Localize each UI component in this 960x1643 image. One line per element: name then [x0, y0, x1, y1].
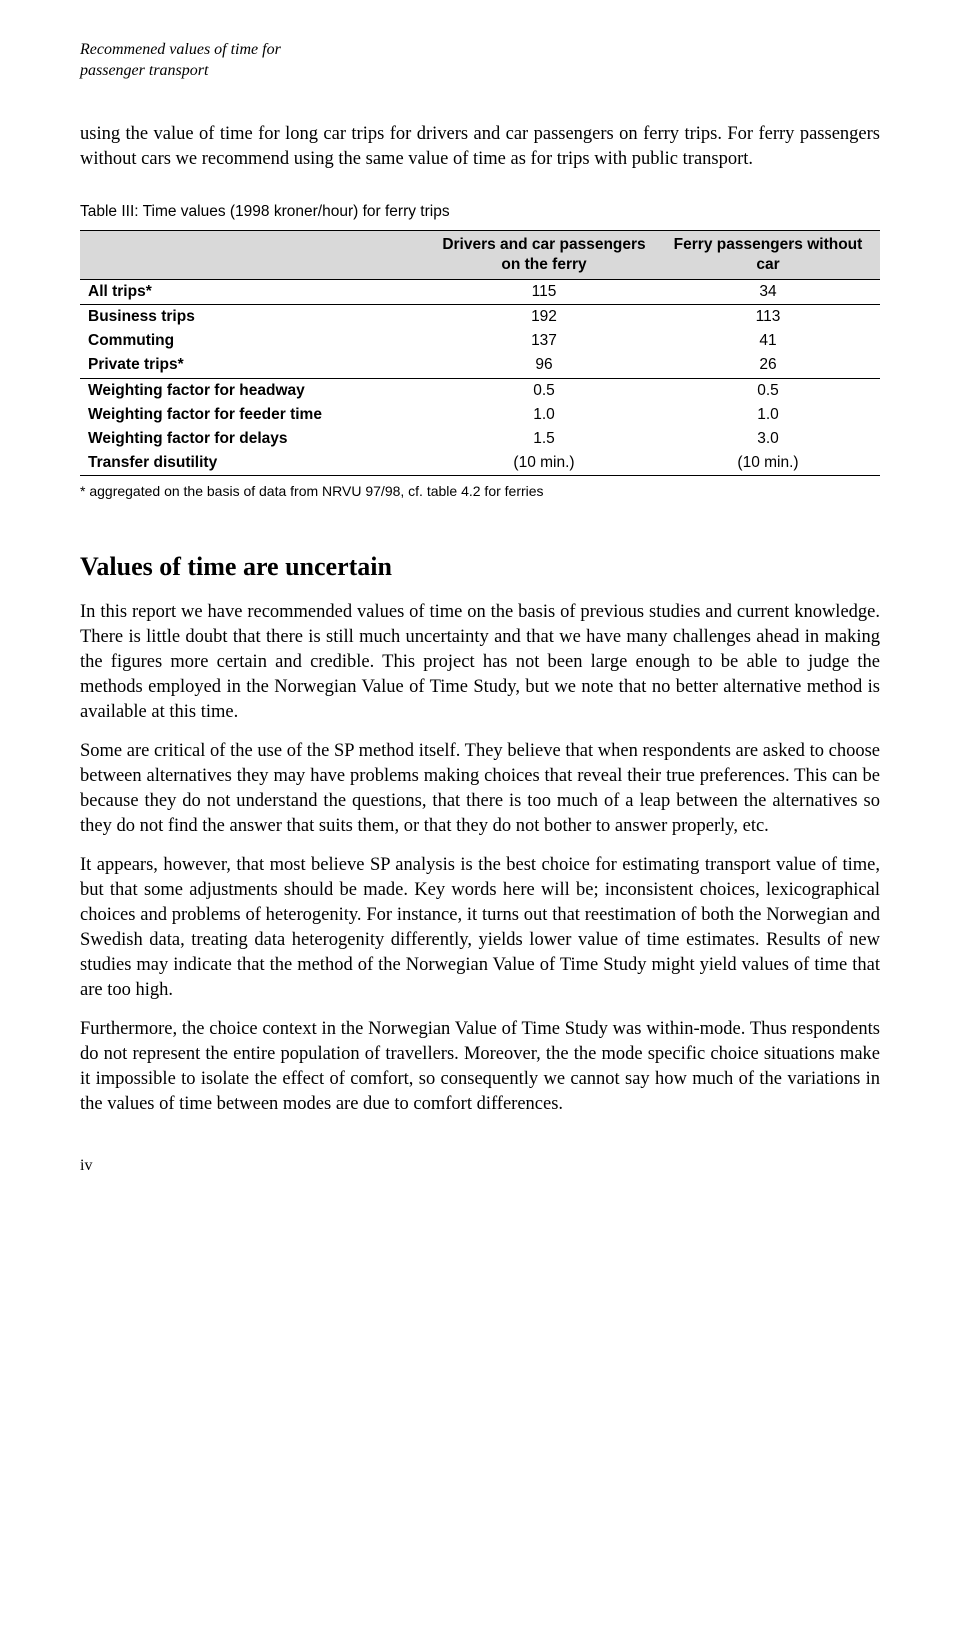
body-paragraph: Furthermore, the choice context in the N…: [80, 1017, 880, 1117]
body-paragraph: It appears, however, that most believe S…: [80, 853, 880, 1003]
table-row: Weighting factor for delays1.53.0: [80, 427, 880, 451]
table-row: Weighting factor for feeder time1.01.0: [80, 403, 880, 427]
table-row: Weighting factor for headway0.50.5: [80, 378, 880, 403]
cell-drivers: 115: [432, 279, 656, 304]
col-drivers: Drivers and car passengers on the ferry: [432, 230, 656, 279]
page-header: Recommened values of time for passenger …: [80, 40, 880, 82]
row-label: Transfer disutility: [80, 451, 432, 476]
row-label: Weighting factor for feeder time: [80, 403, 432, 427]
time-values-table: Drivers and car passengers on the ferry …: [80, 230, 880, 476]
table-row: Private trips*9626: [80, 353, 880, 378]
col-ferry: Ferry passengers without car: [656, 230, 880, 279]
cell-ferry: 26: [656, 353, 880, 378]
row-label: Weighting factor for delays: [80, 427, 432, 451]
body-paragraph: In this report we have recommended value…: [80, 600, 880, 725]
table-footnote: * aggregated on the basis of data from N…: [80, 482, 880, 500]
row-label: All trips*: [80, 279, 432, 304]
row-label: Private trips*: [80, 353, 432, 378]
cell-drivers: 96: [432, 353, 656, 378]
cell-ferry: (10 min.): [656, 451, 880, 476]
table-header-row: Drivers and car passengers on the ferry …: [80, 230, 880, 279]
table-row: All trips*11534: [80, 279, 880, 304]
row-label: Business trips: [80, 305, 432, 330]
cell-drivers: 137: [432, 329, 656, 353]
cell-ferry: 0.5: [656, 378, 880, 403]
cell-ferry: 3.0: [656, 427, 880, 451]
cell-ferry: 34: [656, 279, 880, 304]
cell-drivers: 1.5: [432, 427, 656, 451]
section-heading: Values of time are uncertain: [80, 550, 880, 584]
cell-drivers: (10 min.): [432, 451, 656, 476]
row-label: Commuting: [80, 329, 432, 353]
cell-drivers: 0.5: [432, 378, 656, 403]
table-caption: Table III: Time values (1998 kroner/hour…: [80, 202, 880, 222]
row-label: Weighting factor for headway: [80, 378, 432, 403]
intro-paragraph: using the value of time for long car tri…: [80, 122, 880, 172]
cell-drivers: 1.0: [432, 403, 656, 427]
page-number: iv: [80, 1156, 880, 1177]
table-row: Transfer disutility(10 min.)(10 min.): [80, 451, 880, 476]
table-row: Commuting13741: [80, 329, 880, 353]
header-line2: passenger transport: [80, 62, 208, 79]
cell-drivers: 192: [432, 305, 656, 330]
table-row: Business trips192113: [80, 305, 880, 330]
cell-ferry: 1.0: [656, 403, 880, 427]
col-blank: [80, 230, 432, 279]
cell-ferry: 41: [656, 329, 880, 353]
header-line1: Recommened values of time for: [80, 41, 281, 58]
body-paragraph: Some are critical of the use of the SP m…: [80, 739, 880, 839]
cell-ferry: 113: [656, 305, 880, 330]
